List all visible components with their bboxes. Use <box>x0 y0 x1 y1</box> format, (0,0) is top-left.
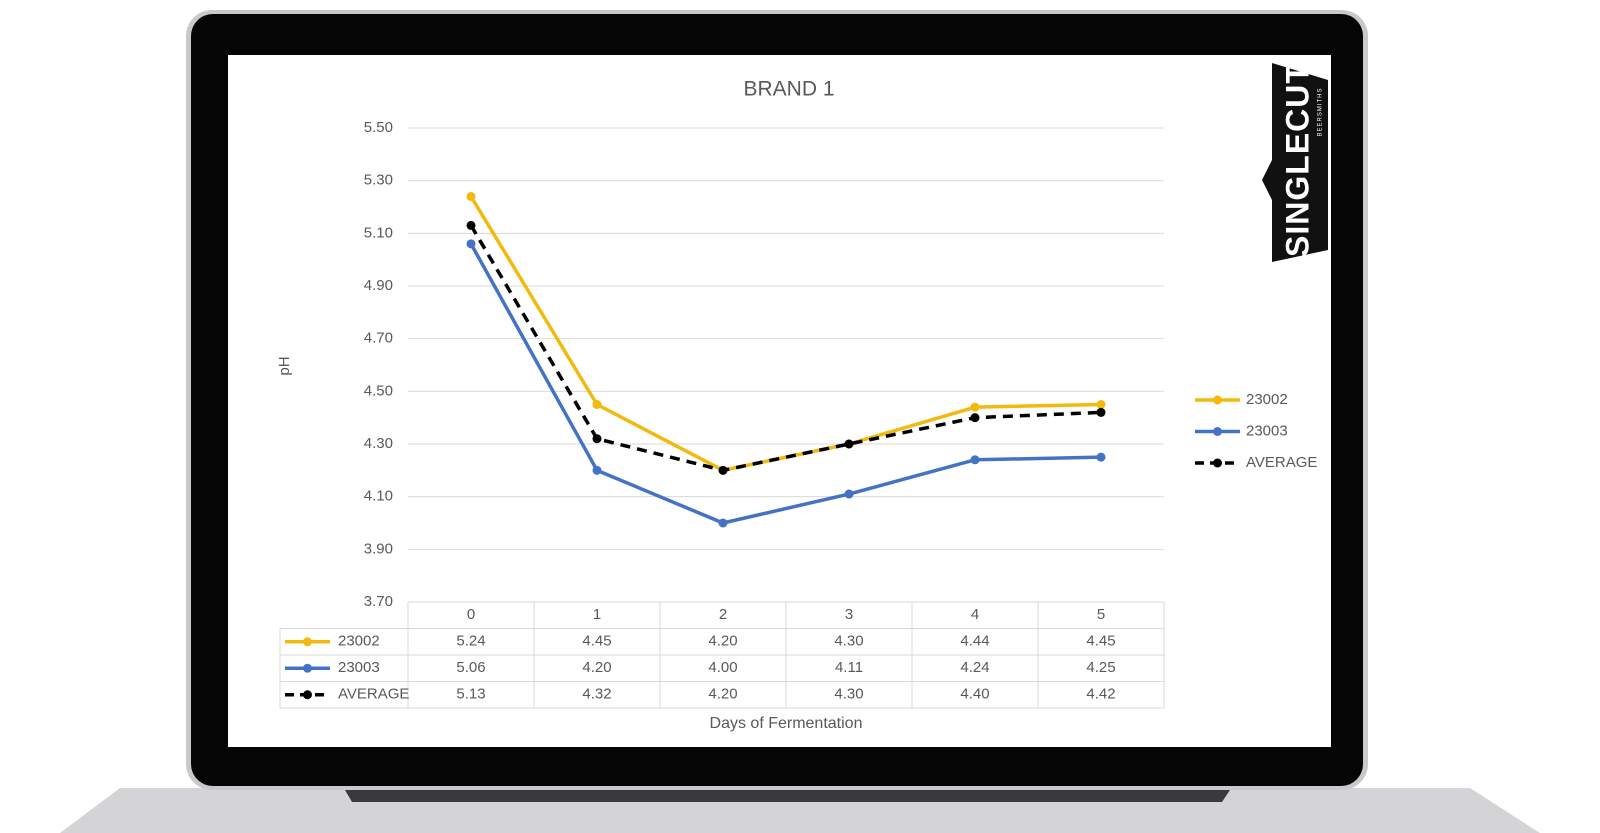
table-cell: 5.06 <box>456 659 485 676</box>
legend-marker <box>1213 427 1222 436</box>
table-cell: 5.24 <box>456 633 485 650</box>
logo-name: SINGLECUT <box>1279 63 1315 257</box>
data-point <box>844 489 854 499</box>
chart-title: BRAND 1 <box>743 78 834 101</box>
data-point <box>466 191 476 201</box>
series-line <box>469 195 1102 473</box>
data-point <box>844 439 854 449</box>
legend-label: 23002 <box>1246 391 1288 408</box>
legend-label: AVERAGE <box>1246 454 1317 471</box>
table-cell: 4.24 <box>960 659 989 676</box>
legend-label: 23003 <box>1246 422 1288 439</box>
data-point <box>1096 400 1106 409</box>
y-tick-label: 4.30 <box>364 435 393 452</box>
table-cell: 4.30 <box>834 633 863 650</box>
y-tick-label: 4.50 <box>364 382 393 399</box>
data-point <box>970 455 980 465</box>
table-cell: 4.45 <box>582 633 611 650</box>
x-tick-label: 5 <box>1097 606 1105 623</box>
x-axis-title: Days of Fermentation <box>710 715 863 732</box>
y-tick-label: 4.90 <box>364 277 393 294</box>
x-tick-label: 0 <box>467 606 475 623</box>
data-point <box>1096 452 1106 462</box>
table-cell: 4.11 <box>835 659 863 676</box>
y-tick-label: 5.10 <box>364 224 393 241</box>
data-point <box>970 413 980 423</box>
data-point <box>1096 407 1106 417</box>
y-tick-label: 5.50 <box>364 119 393 136</box>
data-point <box>592 400 602 409</box>
data-point <box>592 465 602 475</box>
table-cell: 4.32 <box>582 686 611 703</box>
legend-marker <box>1213 458 1222 468</box>
data-point <box>592 434 602 444</box>
screen <box>228 55 1331 747</box>
y-tick-label: 4.70 <box>364 330 393 347</box>
data-point <box>718 518 728 528</box>
x-tick-label: 1 <box>593 606 601 623</box>
data-point <box>466 239 476 249</box>
table-cell: 4.20 <box>708 633 737 650</box>
table-cell: 4.00 <box>708 659 737 676</box>
logo-tagline: BEERSMITHS <box>1318 87 1324 136</box>
table-key-marker <box>303 690 312 700</box>
logo-badge <box>1262 63 1328 262</box>
data-point <box>718 465 728 475</box>
series-line <box>469 243 1102 525</box>
table-cell: 4.20 <box>708 686 737 703</box>
y-tick-label: 5.30 <box>364 172 393 189</box>
table-series-name: AVERAGE <box>338 686 409 703</box>
series-line <box>469 224 1102 473</box>
legend-marker <box>1213 395 1222 405</box>
table-cell: 4.40 <box>960 686 989 703</box>
y-tick-label: 3.70 <box>364 593 393 610</box>
y-tick-label: 4.10 <box>364 488 393 505</box>
table-series-name: 23003 <box>338 659 380 676</box>
table-cell: 4.45 <box>1086 633 1115 650</box>
table-cell: 4.44 <box>960 633 989 650</box>
x-tick-label: 4 <box>971 606 979 623</box>
table-cell: 4.30 <box>834 686 863 703</box>
x-tick-label: 2 <box>719 606 727 623</box>
table-cell: 4.25 <box>1086 659 1115 676</box>
table-series-name: 23002 <box>338 633 380 650</box>
data-point <box>970 402 980 412</box>
table-cell: 4.20 <box>582 659 611 676</box>
table-key-marker <box>303 663 312 673</box>
chart: BRAND 1 pH Days of Fermentation 3.70 3.90… <box>276 78 1317 733</box>
table-cell: 5.13 <box>456 686 485 703</box>
y-tick-label: 3.90 <box>364 540 393 557</box>
table-cell: 4.42 <box>1086 686 1115 703</box>
x-tick-label: 3 <box>845 606 853 623</box>
table-key-marker <box>303 637 312 647</box>
keyboard <box>345 790 1230 802</box>
data-point <box>466 220 476 230</box>
y-axis-title: pH <box>276 356 293 375</box>
